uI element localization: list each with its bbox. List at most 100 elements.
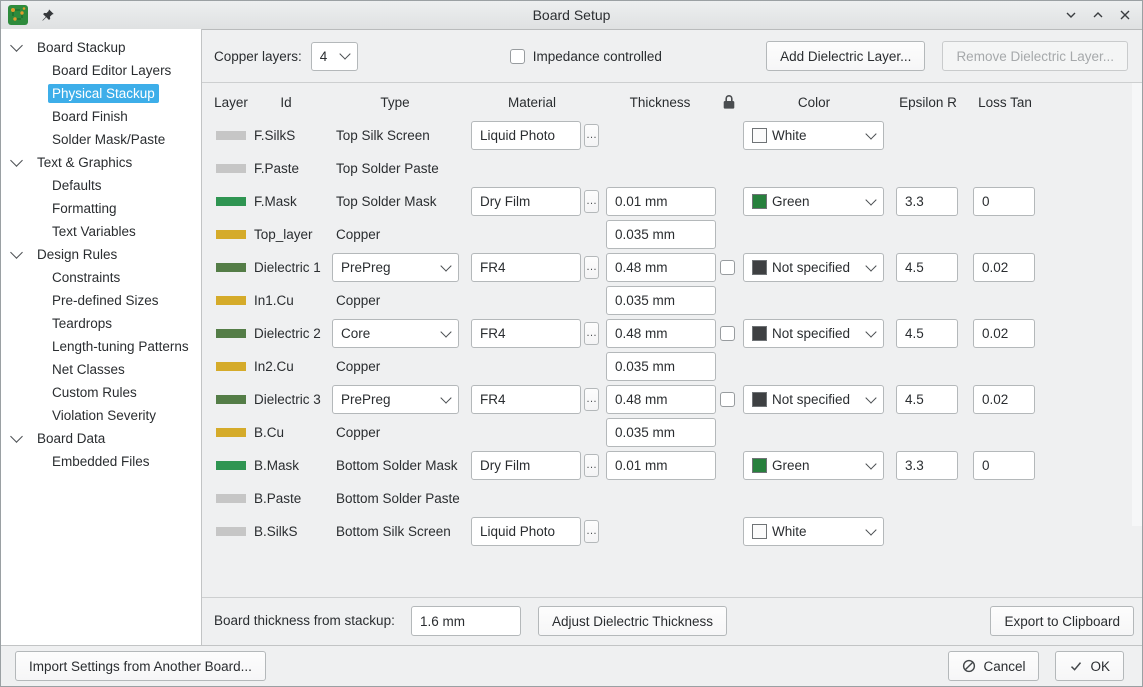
scrollbar-track[interactable]	[1132, 83, 1142, 526]
sidebar-item-net-classes[interactable]: Net Classes	[1, 358, 201, 381]
type-select[interactable]: PrePreg	[332, 253, 459, 282]
epsilon-field[interactable]	[896, 187, 958, 216]
sidebar-item-embedded-files[interactable]: Embedded Files	[1, 450, 201, 473]
adjust-dielectric-thickness-button[interactable]: Adjust Dielectric Thickness	[538, 606, 728, 636]
layer-type: Top Solder Mask	[336, 194, 437, 209]
epsilon-field[interactable]	[896, 385, 958, 414]
thickness-field[interactable]	[606, 253, 716, 282]
sidebar-item-board-stackup[interactable]: Board Stackup	[1, 36, 201, 59]
color-option-swatch	[752, 392, 767, 407]
material-browse-button[interactable]: …	[584, 454, 599, 477]
sidebar-item-text-variables[interactable]: Text Variables	[1, 220, 201, 243]
thickness-field[interactable]	[606, 385, 716, 414]
layer-color-swatch	[216, 296, 246, 305]
sidebar-item-label: Design Rules	[37, 247, 118, 262]
header-loss-tan: Loss Tan	[978, 95, 1032, 110]
color-select[interactable]: Green	[743, 451, 884, 480]
thickness-field[interactable]	[606, 220, 716, 249]
material-field[interactable]	[471, 451, 581, 480]
add-dielectric-layer-button[interactable]: Add Dielectric Layer...	[766, 41, 926, 71]
color-select[interactable]: Not specified	[743, 319, 884, 348]
sidebar-item-board-finish[interactable]: Board Finish	[1, 105, 201, 128]
sidebar-item-board-editor-layers[interactable]: Board Editor Layers	[1, 59, 201, 82]
table-row: F.Mask Top Solder Mask … Green	[202, 185, 1142, 218]
sidebar-item-label: Board Stackup	[37, 40, 126, 55]
board-thickness-field[interactable]	[411, 606, 521, 636]
ok-button[interactable]: OK	[1055, 651, 1124, 681]
sidebar-item-text-graphics[interactable]: Text & Graphics	[1, 151, 201, 174]
chevron-down-icon	[865, 457, 877, 470]
sidebar-item-defaults[interactable]: Defaults	[1, 174, 201, 197]
material-browse-button[interactable]: …	[584, 322, 599, 345]
material-browse-button[interactable]: …	[584, 520, 599, 543]
thickness-lock-checkbox[interactable]	[720, 326, 735, 341]
material-browse-button[interactable]: …	[584, 124, 599, 147]
sidebar-item-label: Text & Graphics	[37, 155, 133, 170]
sidebar-item-board-data[interactable]: Board Data	[1, 427, 201, 450]
thickness-field[interactable]	[606, 286, 716, 315]
chevron-down-icon	[865, 325, 877, 338]
export-to-clipboard-button[interactable]: Export to Clipboard	[990, 606, 1134, 636]
layer-id: Top_layer	[254, 227, 313, 242]
sidebar-item-custom-rules[interactable]: Custom Rules	[1, 381, 201, 404]
sidebar-item-length-tuning-patterns[interactable]: Length-tuning Patterns	[1, 335, 201, 358]
thickness-field[interactable]	[606, 352, 716, 381]
chevron-down-icon	[865, 391, 877, 404]
epsilon-field[interactable]	[896, 451, 958, 480]
material-field[interactable]	[471, 385, 581, 414]
color-option-swatch	[752, 458, 767, 473]
material-field[interactable]	[471, 253, 581, 282]
material-browse-button[interactable]: …	[584, 388, 599, 411]
material-field[interactable]	[471, 319, 581, 348]
loss-tan-field[interactable]	[973, 385, 1035, 414]
sidebar-item-violation-severity[interactable]: Violation Severity	[1, 404, 201, 427]
thickness-field[interactable]	[606, 451, 716, 480]
color-select[interactable]: Not specified	[743, 253, 884, 282]
material-field[interactable]	[471, 517, 581, 546]
material-field[interactable]	[471, 121, 581, 150]
loss-tan-field[interactable]	[973, 253, 1035, 282]
copper-layers-select[interactable]: 4	[310, 41, 358, 71]
epsilon-field[interactable]	[896, 319, 958, 348]
color-value: Not specified	[772, 326, 851, 341]
loss-tan-field[interactable]	[973, 451, 1035, 480]
maximize-window-icon[interactable]	[1091, 8, 1105, 22]
material-browse-button[interactable]: …	[584, 190, 599, 213]
header-id: Id	[280, 95, 292, 110]
pin-icon[interactable]	[40, 8, 55, 23]
sidebar-item-pre-defined-sizes[interactable]: Pre-defined Sizes	[1, 289, 201, 312]
close-window-icon[interactable]	[1118, 8, 1132, 22]
cancel-button[interactable]: Cancel	[948, 651, 1040, 681]
sidebar-item-constraints[interactable]: Constraints	[1, 266, 201, 289]
thickness-lock-checkbox[interactable]	[720, 260, 735, 275]
board-thickness-label: Board thickness from stackup:	[214, 613, 395, 628]
thickness-field[interactable]	[606, 319, 716, 348]
material-field[interactable]	[471, 187, 581, 216]
loss-tan-field[interactable]	[973, 319, 1035, 348]
sidebar-item-teardrops[interactable]: Teardrops	[1, 312, 201, 335]
color-select[interactable]: White	[743, 517, 884, 546]
impedance-controlled-checkbox[interactable]	[509, 48, 525, 64]
type-select[interactable]: Core	[332, 319, 459, 348]
color-select[interactable]: White	[743, 121, 884, 150]
chevron-down-icon	[440, 259, 452, 272]
material-browse-button[interactable]: …	[584, 256, 599, 279]
sidebar-item-label: Net Classes	[52, 362, 125, 377]
shade-window-icon[interactable]	[1064, 8, 1078, 22]
thickness-field[interactable]	[606, 187, 716, 216]
import-settings-button[interactable]: Import Settings from Another Board...	[15, 651, 266, 681]
sidebar-item-design-rules[interactable]: Design Rules	[1, 243, 201, 266]
sidebar-item-formatting[interactable]: Formatting	[1, 197, 201, 220]
type-select[interactable]: PrePreg	[332, 385, 459, 414]
thickness-lock-checkbox[interactable]	[720, 392, 735, 407]
color-select[interactable]: Green	[743, 187, 884, 216]
color-select[interactable]: Not specified	[743, 385, 884, 414]
thickness-field[interactable]	[606, 418, 716, 447]
loss-tan-field[interactable]	[973, 187, 1035, 216]
layer-id: B.Cu	[254, 425, 285, 440]
epsilon-field[interactable]	[896, 253, 958, 282]
sidebar-tree: Board Stackup Board Editor Layers Physical…	[1, 29, 202, 645]
layer-color-swatch	[216, 395, 246, 404]
sidebar-item-solder-mask-paste[interactable]: Solder Mask/Paste	[1, 128, 201, 151]
sidebar-item-physical-stackup[interactable]: Physical Stackup	[1, 82, 201, 105]
